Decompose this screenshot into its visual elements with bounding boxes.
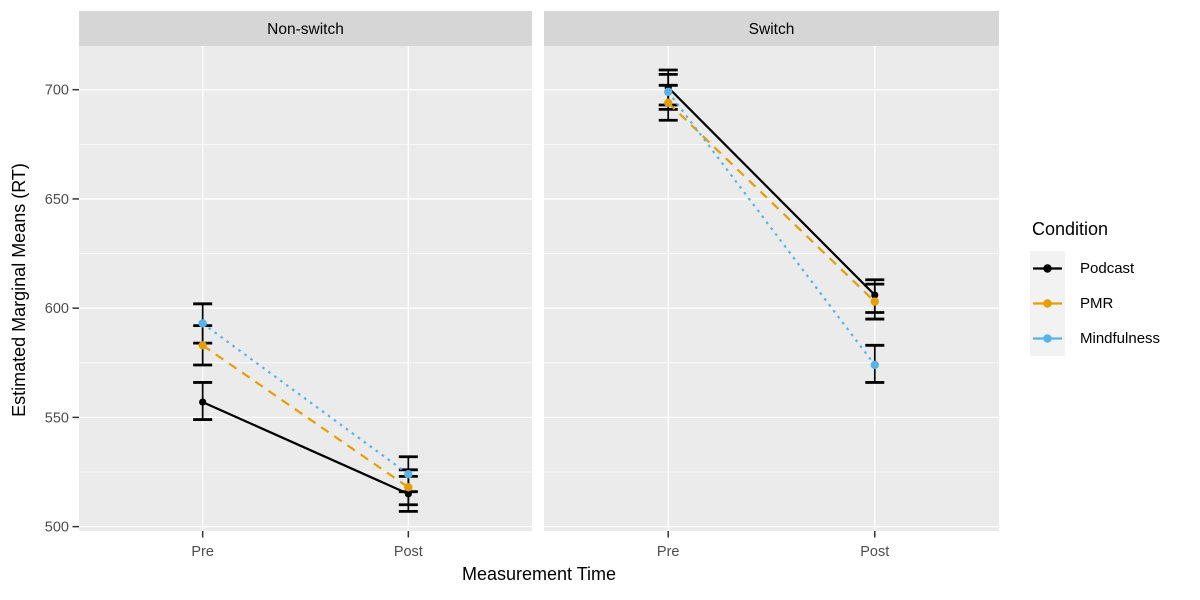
data-point-pmr-pre: [198, 341, 207, 350]
series-line-podcast: [202, 401, 409, 495]
legend-key-mindfulness: [1030, 321, 1065, 356]
legend-label-mindfulness: Mindfulness: [1080, 330, 1161, 347]
series-line-mindfulness: [202, 322, 409, 476]
x-axis-title: Measurement Time: [462, 564, 616, 584]
x-tick-label-post: Post: [394, 544, 423, 560]
facet-strip-switch: [544, 11, 999, 46]
x-tick-label-pre: Pre: [657, 544, 680, 560]
y-tick-label-500: 500: [45, 520, 69, 536]
legend-key-pmr: [1030, 286, 1065, 321]
legend-label-pmr: PMR: [1080, 295, 1114, 312]
y-tick-label-700: 700: [45, 83, 69, 99]
legend-key-podcast: [1030, 251, 1065, 286]
facet-label-switch: Switch: [749, 21, 795, 38]
data-point-pmr-post: [404, 483, 413, 492]
data-point-mindfulness-post: [404, 469, 413, 479]
data-point-mindfulness-post: [870, 360, 879, 370]
facet-strip-non-switch: [79, 11, 532, 46]
data-point-podcast-post: [404, 490, 412, 498]
x-tick-label-post: Post: [860, 544, 889, 560]
data-point-pmr-pre: [664, 98, 673, 108]
legend-rows: Podcast PMR Mindfulness: [1030, 251, 1160, 356]
legend-item-pmr: PMR: [1030, 286, 1160, 321]
legend-glyph-icon: [1033, 299, 1062, 308]
legend-item-mindfulness: Mindfulness: [1030, 321, 1160, 356]
panel-background: [544, 46, 999, 531]
legend: Condition Podcast PMR Mindfulness: [1030, 219, 1160, 356]
panel-background: [79, 46, 532, 531]
series-line-podcast: [667, 86, 876, 296]
legend-glyph-icon: [1033, 334, 1062, 343]
legend-title: Condition: [1032, 219, 1109, 239]
series-line-pmr: [202, 344, 409, 489]
series-line-mindfulness: [667, 91, 876, 366]
legend-item-podcast: Podcast: [1030, 251, 1160, 286]
x-tick-label-pre: Pre: [191, 544, 214, 560]
facet-label-non-switch: Non-switch: [267, 21, 344, 38]
legend-label-podcast: Podcast: [1080, 260, 1135, 277]
data-point-mindfulness-pre: [198, 319, 207, 328]
y-tick-label-600: 600: [45, 301, 69, 317]
data-point-podcast-pre: [199, 398, 207, 406]
y-tick-label-550: 550: [45, 410, 69, 426]
data-point-podcast-post: [871, 291, 879, 299]
y-tick-label-650: 650: [45, 192, 69, 208]
data-point-pmr-post: [870, 297, 879, 306]
data-point-mindfulness-pre: [664, 87, 673, 97]
y-axis-title: Estimated Marginal Means (RT): [9, 163, 29, 417]
legend-glyph-icon: [1033, 264, 1062, 273]
